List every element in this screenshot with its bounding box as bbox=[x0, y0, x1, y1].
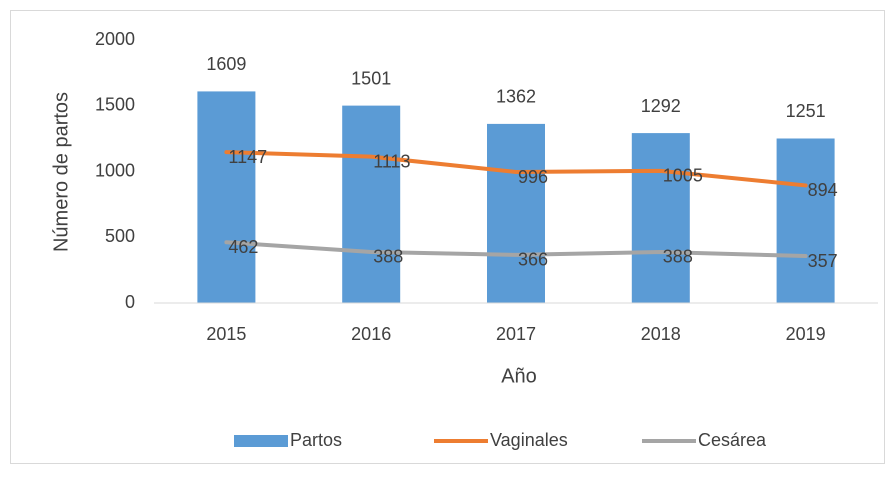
data-label: 1292 bbox=[641, 96, 681, 116]
x-tick-label: 2019 bbox=[786, 324, 826, 344]
data-label: 357 bbox=[808, 251, 838, 271]
chart-border bbox=[10, 10, 885, 464]
legend-label: Vaginales bbox=[490, 430, 568, 450]
x-axis-label: Año bbox=[501, 365, 537, 387]
data-label: 388 bbox=[373, 247, 403, 267]
data-label: 894 bbox=[808, 180, 838, 200]
line bbox=[224, 150, 808, 188]
data-label: 1609 bbox=[206, 54, 246, 74]
data-label: 1113 bbox=[373, 151, 410, 171]
bar bbox=[487, 123, 545, 303]
y-tick-label: 500 bbox=[105, 226, 135, 246]
data-label: 388 bbox=[663, 247, 693, 267]
y-tick-label: 0 bbox=[125, 292, 135, 312]
data-label: 1251 bbox=[786, 101, 826, 121]
bar bbox=[197, 91, 256, 303]
y-tick-label: 1500 bbox=[95, 95, 135, 115]
x-tick-label: 2017 bbox=[496, 324, 536, 344]
y-axis-label: Número de partos bbox=[50, 92, 72, 252]
data-label: 366 bbox=[518, 250, 548, 270]
x-tick-label: 2015 bbox=[206, 324, 246, 344]
y-tick-label: 1000 bbox=[95, 160, 135, 180]
x-tick-label: 2018 bbox=[641, 324, 681, 344]
x-tick-label: 2016 bbox=[351, 324, 391, 344]
legend-label: Cesárea bbox=[698, 430, 767, 450]
y-tick-label: 2000 bbox=[95, 29, 135, 49]
data-label: 462 bbox=[228, 237, 258, 257]
legend-swatch bbox=[234, 435, 288, 447]
data-label: 996 bbox=[518, 167, 548, 187]
data-label: 1362 bbox=[496, 87, 536, 107]
bar bbox=[631, 133, 690, 303]
data-label: 1501 bbox=[351, 68, 391, 88]
bar bbox=[342, 105, 401, 303]
bar bbox=[776, 138, 835, 303]
data-label: 1005 bbox=[663, 166, 703, 186]
data-label: 1147 bbox=[228, 147, 267, 167]
legend-label: Partos bbox=[290, 430, 342, 450]
line bbox=[224, 240, 808, 259]
